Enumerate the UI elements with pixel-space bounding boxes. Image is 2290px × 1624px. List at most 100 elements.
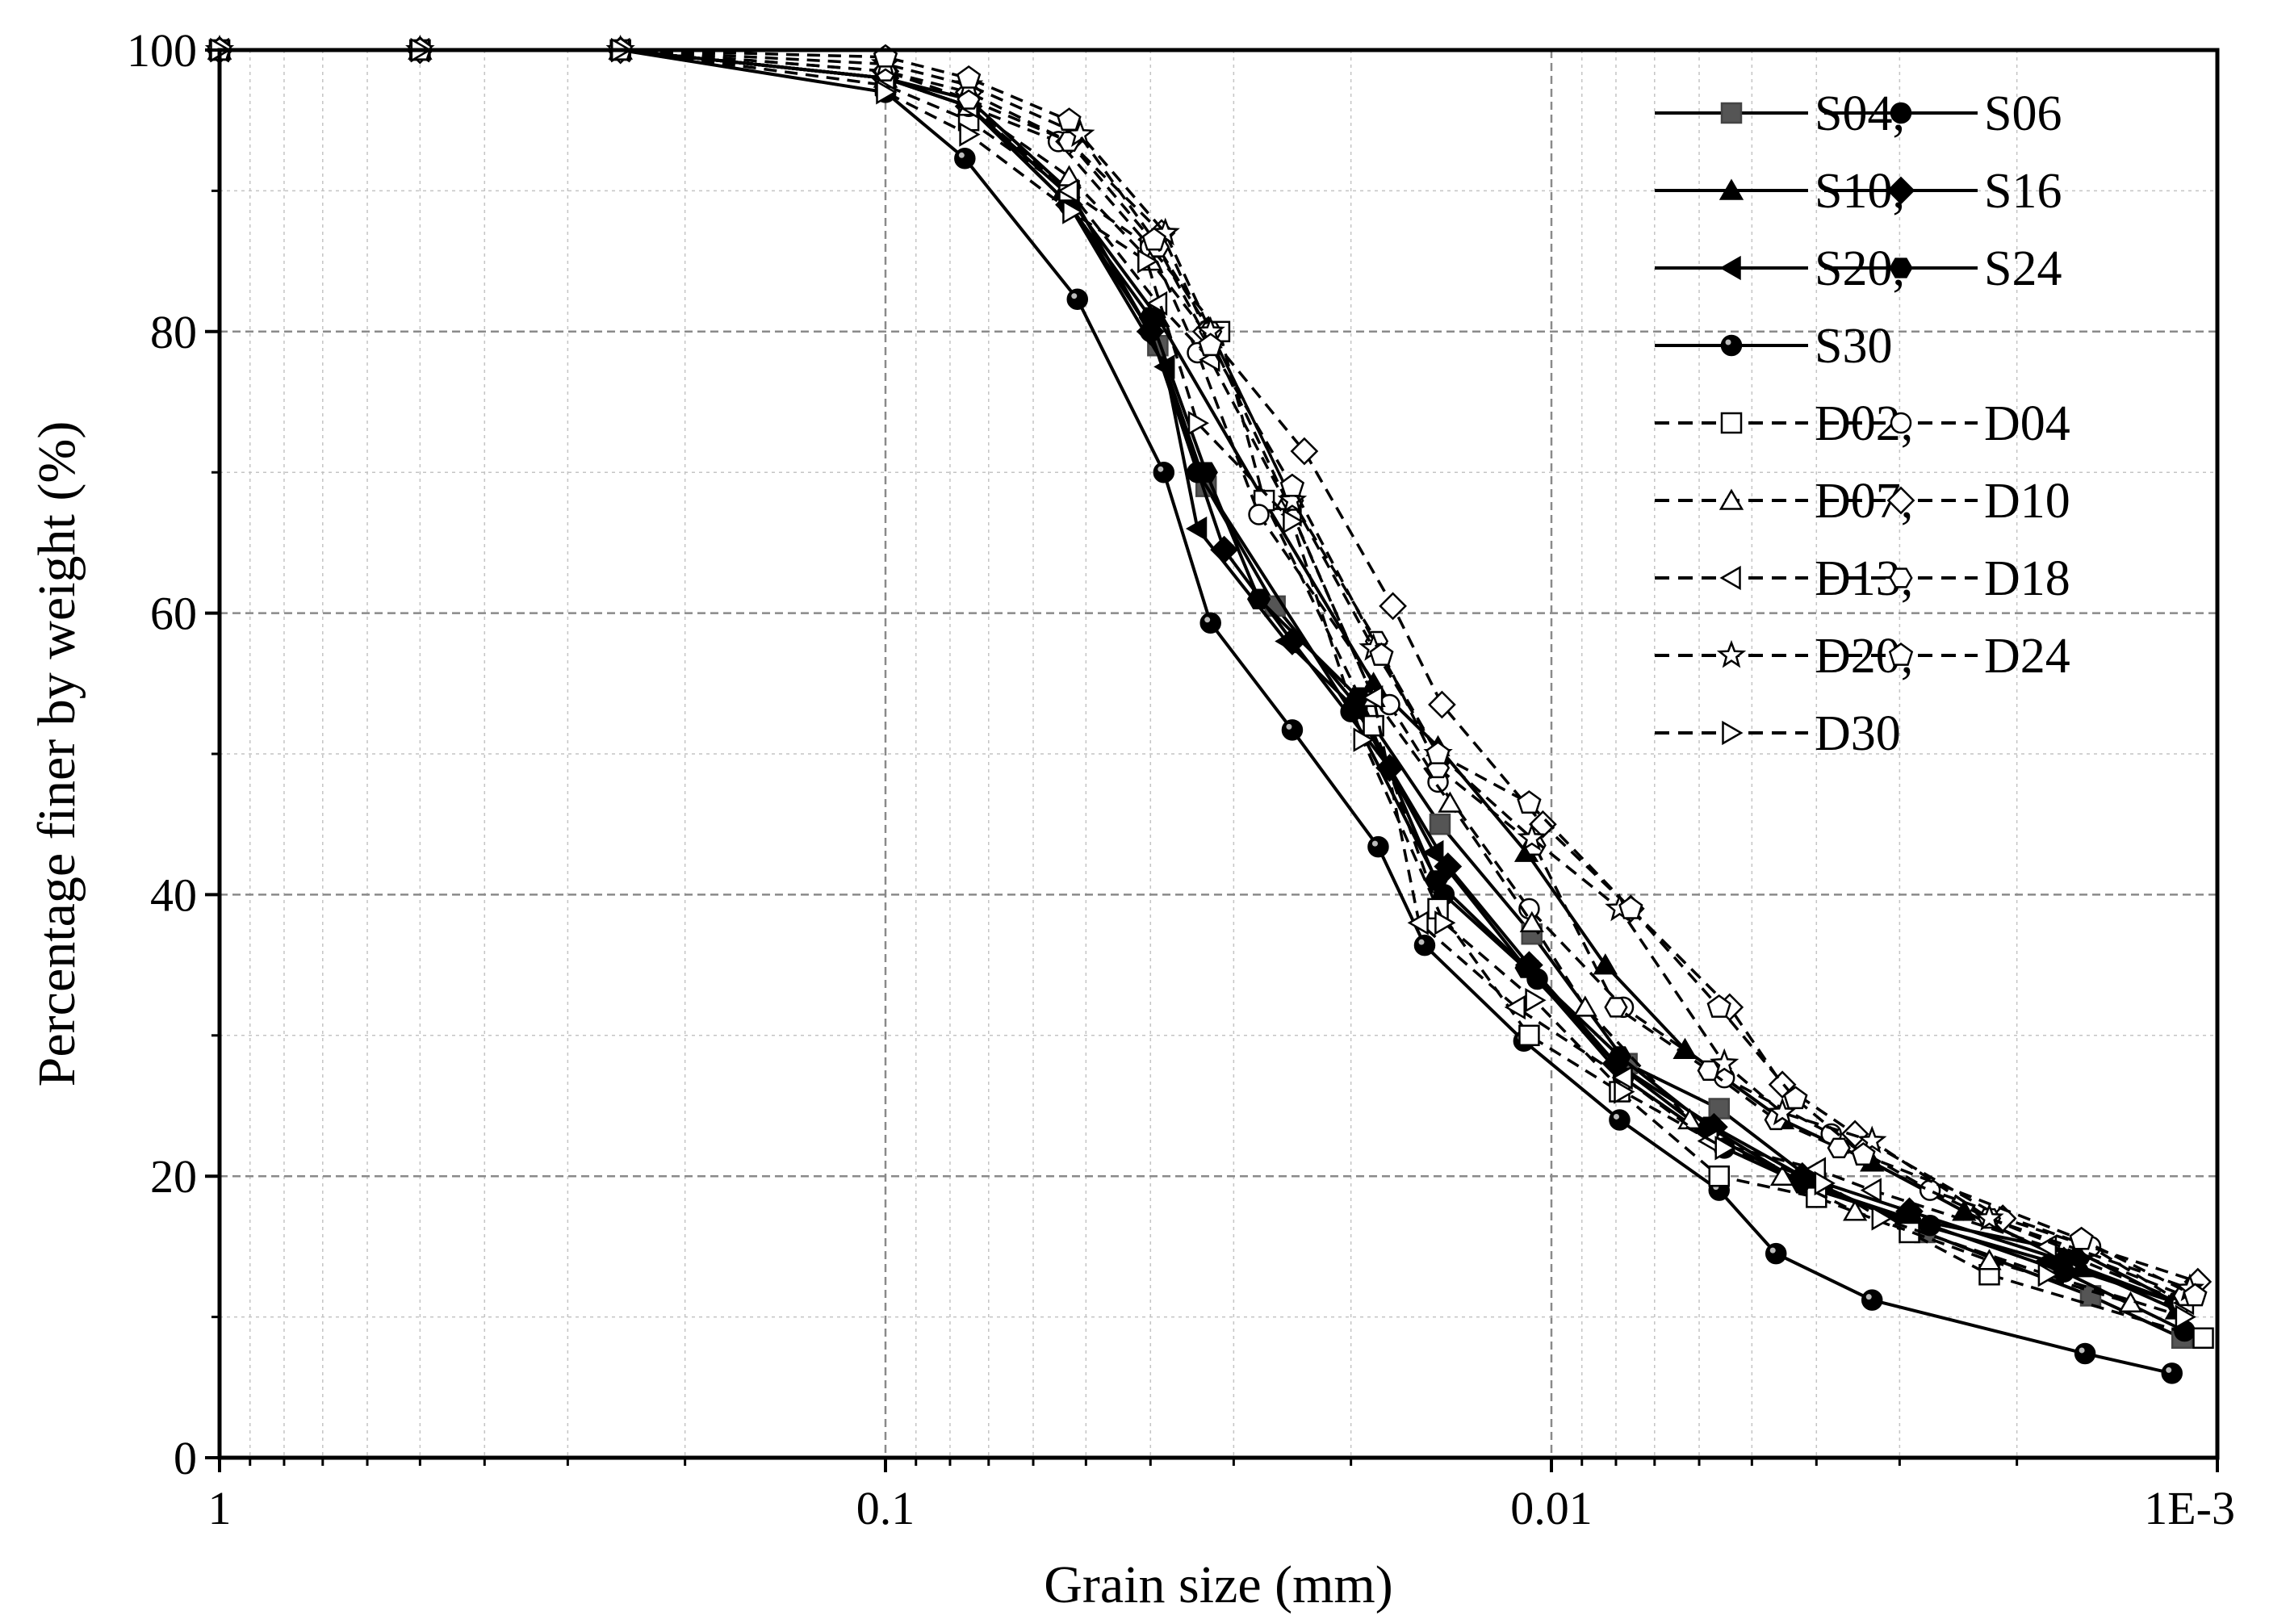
data-point-d24 (1141, 227, 1166, 251)
data-point-s24 (1607, 1046, 1632, 1067)
legend-marker-d24 (1888, 642, 1914, 666)
data-point-s30 (2074, 1342, 2096, 1365)
series-line-d10 (220, 48, 2199, 1283)
data-point-s30-highlight (1865, 1294, 1872, 1300)
data-point-d30 (2175, 1304, 2196, 1329)
legend-item-d10: D10 (1824, 474, 2070, 529)
data-point-d18 (1604, 997, 1628, 1018)
data-point-s30 (2161, 1362, 2183, 1384)
data-point-d24 (1057, 107, 1082, 132)
data-point-d20 (1517, 822, 1547, 852)
data-point-s04 (1708, 1098, 1730, 1120)
data-point-d24 (1198, 333, 1223, 357)
data-point-d24 (2183, 1283, 2208, 1307)
series-d30 (210, 37, 2196, 1329)
data-point-d04 (1919, 1179, 1941, 1201)
data-point-d02 (2192, 1327, 2214, 1350)
data-point-s30 (1413, 934, 1436, 956)
data-point-s24 (1424, 870, 1448, 891)
x-tick-label: 0.1 (856, 1482, 915, 1534)
data-point-d20 (1857, 1125, 1887, 1154)
data-point-d24 (1783, 1086, 1808, 1110)
data-point-d30 (1614, 1079, 1635, 1104)
series-line-d04 (220, 48, 2183, 1304)
data-point-d07 (1769, 1164, 1795, 1186)
data-point-s30 (1199, 612, 1221, 634)
data-point-d02 (1708, 1165, 1730, 1187)
data-point-s10 (1593, 953, 1618, 975)
data-point-d24 (956, 65, 982, 89)
legend-label-d30: D30 (1815, 706, 1901, 761)
legend-marker-s04 (1720, 102, 1743, 124)
y-tick-label: 100 (127, 24, 197, 77)
legend-label-d10: D10 (1984, 474, 2070, 529)
data-point-s30-highlight (1418, 939, 1425, 945)
data-point-d10 (1379, 592, 1407, 621)
data-point-s30-highlight (2166, 1367, 2172, 1373)
legend-item-d04: D04 (1824, 396, 2070, 451)
legend-label-s16: S16 (1984, 164, 2062, 219)
data-point-d13 (1860, 1178, 1882, 1203)
data-point-d10 (1428, 690, 1456, 719)
data-point-s10 (1952, 1199, 1977, 1221)
data-point-d24 (1851, 1142, 1876, 1166)
data-point-d30 (1434, 910, 1456, 935)
legend-marker-s30 (1720, 334, 1743, 357)
data-point-d13 (1504, 994, 1526, 1020)
legend-item-s30: S30 (1655, 319, 1892, 374)
data-point-d24 (2069, 1226, 2094, 1250)
data-point-s30 (1153, 461, 1175, 483)
legend-marker-d20 (1716, 639, 1747, 668)
legend-label-d18: D18 (1984, 551, 2070, 606)
x-tick-label: 1 (208, 1482, 232, 1534)
data-point-s30-highlight (1769, 1247, 1776, 1254)
legend-marker-d07 (1719, 488, 1744, 510)
legend-item-d30: D30 (1655, 706, 1901, 761)
data-point-d20 (1974, 1203, 2004, 1231)
data-point-d07 (1519, 910, 1544, 933)
series-line-d20 (220, 48, 2191, 1291)
legend-label-d04: D04 (1984, 396, 2070, 451)
data-point-s30 (1367, 835, 1389, 858)
legend-marker-s06 (1890, 102, 1912, 124)
data-point-d30 (876, 80, 898, 105)
data-point-d30 (1814, 1170, 1836, 1196)
data-point-d30 (1353, 727, 1375, 752)
data-point-s30-highlight (1371, 840, 1378, 847)
data-point-s30-highlight (1158, 466, 1164, 472)
data-point-d30 (1062, 199, 1084, 224)
data-point-d24 (1517, 790, 1542, 814)
data-point-s30 (1861, 1289, 1883, 1311)
series-line-d24 (220, 48, 2196, 1297)
data-point-d24 (1369, 642, 1394, 666)
legend-marker-d13 (1719, 565, 1741, 591)
data-point-d30 (1871, 1206, 1893, 1231)
series-group (204, 34, 2214, 1384)
legend-item-d24: D24 (1824, 629, 2070, 684)
data-point-d30 (1137, 249, 1159, 274)
data-point-d10 (1290, 437, 1319, 466)
data-point-s30 (1765, 1242, 1787, 1265)
legend-marker-d18 (1889, 567, 1913, 588)
data-point-d10 (1529, 810, 1557, 839)
data-point-s20 (1186, 516, 1208, 542)
data-point-d13 (1407, 910, 1429, 935)
data-point-d24 (1425, 741, 1451, 764)
y-tick-label: 60 (150, 588, 197, 640)
legend-label-s06: S06 (1984, 86, 2062, 141)
legend-item-s06: S06 (1824, 86, 2062, 141)
data-point-d07 (1438, 791, 1463, 813)
data-point-d30 (959, 122, 981, 147)
data-point-d13 (1057, 178, 1079, 203)
y-axis-title: Percentage finer by weight (%) (27, 421, 86, 1087)
data-point-d24 (1618, 895, 1643, 919)
y-tick-label: 0 (174, 1432, 197, 1484)
legend-marker-s10 (1719, 178, 1744, 200)
data-point-d10 (1840, 1120, 1869, 1149)
data-point-s30-highlight (1286, 723, 1292, 730)
legend-label-s24: S24 (1984, 241, 2062, 296)
data-point-s30 (1281, 719, 1304, 741)
data-point-d07 (1843, 1199, 1868, 1221)
